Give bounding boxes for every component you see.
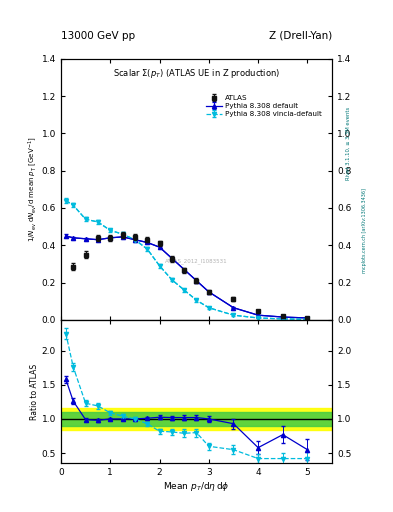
Legend: ATLAS, Pythia 8.308 default, Pythia 8.308 vincia-default: ATLAS, Pythia 8.308 default, Pythia 8.30… xyxy=(204,94,323,118)
Y-axis label: Ratio to ATLAS: Ratio to ATLAS xyxy=(30,364,39,420)
Text: mcplots.cern.ch [arXiv:1306.3436]: mcplots.cern.ch [arXiv:1306.3436] xyxy=(362,188,367,273)
Y-axis label: $1/N_\mathrm{ev}\;\mathrm{d}N_\mathrm{ev}/\mathrm{d}$ mean $p_\mathrm{T}$ [GeV$^: $1/N_\mathrm{ev}\;\mathrm{d}N_\mathrm{ev… xyxy=(26,137,39,242)
Text: 13000 GeV pp: 13000 GeV pp xyxy=(61,31,135,41)
Text: Z (Drell-Yan): Z (Drell-Yan) xyxy=(269,31,332,41)
Text: Rivet 3.1.10, ≥ 3.3M events: Rivet 3.1.10, ≥ 3.3M events xyxy=(346,106,351,180)
Bar xyxy=(61,412,332,426)
X-axis label: Mean $p_T/\mathrm{d}\eta\,\mathrm{d}\phi$: Mean $p_T/\mathrm{d}\eta\,\mathrm{d}\phi… xyxy=(163,480,230,493)
Text: Scalar $\Sigma(p_T)$ (ATLAS UE in Z production): Scalar $\Sigma(p_T)$ (ATLAS UE in Z prod… xyxy=(113,67,280,80)
Text: ATLAS_2012_I1083531: ATLAS_2012_I1083531 xyxy=(165,259,228,264)
Bar xyxy=(61,408,332,430)
